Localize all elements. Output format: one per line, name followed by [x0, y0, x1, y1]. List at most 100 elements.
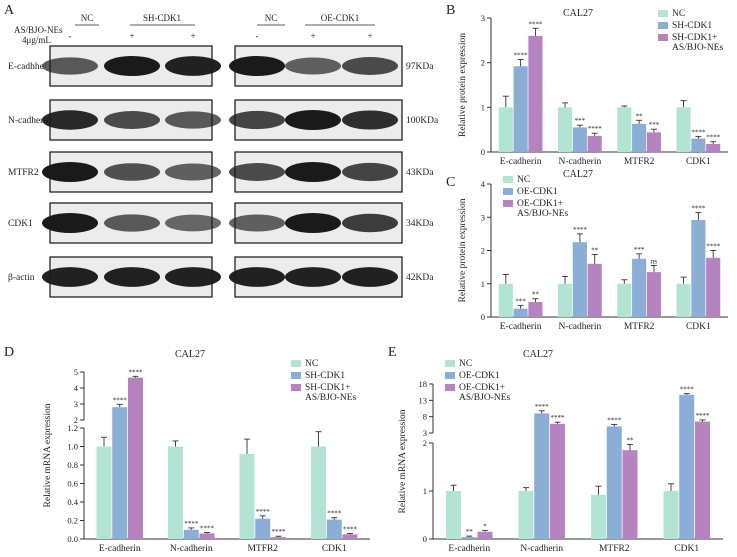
legend-label: NC — [459, 359, 472, 369]
blot-band — [104, 267, 160, 287]
bar — [96, 446, 112, 539]
y-tick-label: 2 — [423, 438, 427, 448]
blot-band — [229, 110, 285, 130]
significance-label: ** — [466, 528, 474, 536]
significance-label: **** — [573, 226, 588, 234]
bar — [617, 283, 632, 317]
bar — [255, 518, 271, 539]
y-tick-label: 2 — [74, 415, 78, 425]
y-tick-label: 3 — [481, 13, 485, 23]
bar — [271, 537, 286, 539]
x-tick-label: N-cadherin — [520, 544, 563, 554]
chart-panel-b: B CAL27 0 1 2 3 Relative protein expression E-c… — [446, 3, 728, 167]
blot-band — [165, 56, 221, 76]
blot-band — [104, 111, 160, 129]
blot-row-label: E-cadhhe — [8, 62, 44, 72]
x-tick-label: MTFR2 — [599, 544, 630, 554]
blot-band — [285, 110, 341, 130]
y-tick-label: 0.2 — [67, 516, 78, 526]
bar — [558, 107, 573, 152]
chart-title: CAL27 — [523, 349, 553, 360]
y-tick-label: 13 — [419, 395, 428, 405]
x-tick-label: MTFR2 — [624, 157, 655, 167]
blot-band — [285, 213, 341, 233]
lane-sign: + — [190, 31, 195, 41]
blot-row-label: β-actin — [8, 273, 35, 283]
significance-label: ns — [651, 257, 658, 265]
legend-label: AS/BJO-NEs — [672, 43, 724, 53]
significance-label: *** — [575, 117, 586, 125]
bar — [691, 138, 706, 152]
y-tick-label: 2 — [481, 246, 485, 256]
legend-label: OE-CDK1 — [459, 371, 500, 381]
y-tick-label: 0 — [481, 312, 485, 322]
legend-swatch — [503, 176, 513, 183]
bar — [239, 453, 255, 539]
blot-band — [165, 163, 221, 181]
significance-label: **** — [706, 243, 721, 251]
significance-label: **** — [588, 125, 603, 133]
bar — [587, 135, 602, 152]
bar — [622, 450, 638, 539]
left-group-sh: SH-CDK1 — [143, 13, 181, 23]
x-tick-label: E-cadherin — [500, 157, 542, 167]
significance-label: **** — [607, 417, 622, 425]
blot-band — [285, 267, 341, 287]
panel-letter-b: B — [446, 3, 455, 18]
x-tick-label: E-cadherin — [99, 544, 141, 554]
bar — [528, 302, 543, 317]
lane-sign: + — [310, 31, 315, 41]
y-tick-label: 2 — [481, 58, 485, 68]
x-tick-label: CDK1 — [686, 157, 711, 167]
bar — [646, 272, 661, 317]
y-axis-label: Relative protein expression — [458, 198, 468, 302]
legend-swatch — [445, 372, 455, 379]
legend-label: SH-CDK1 — [672, 21, 712, 31]
y-tick-label: 8 — [423, 412, 427, 422]
lane-sign: - — [69, 31, 72, 41]
y-tick-label: 3 — [423, 428, 427, 438]
legend-swatch — [503, 188, 513, 195]
significance-label: **** — [691, 128, 706, 136]
x-tick-label: E-cadherin — [448, 544, 490, 554]
blot-kda-label: 34KDa — [406, 219, 434, 229]
y-tick-label: 0.4 — [67, 497, 78, 507]
y-tick-label: 0 — [423, 534, 427, 544]
x-tick-label: N-cadherin — [559, 157, 602, 167]
panel-letter-d: D — [4, 345, 14, 360]
bar — [558, 283, 573, 317]
significance-label: **** — [680, 386, 695, 394]
bar — [311, 446, 326, 539]
blot-band — [342, 162, 398, 182]
bar — [446, 491, 461, 539]
legend-swatch — [291, 384, 301, 391]
bar — [676, 283, 691, 317]
right-group-oe: OE-CDK1 — [321, 13, 360, 23]
y-tick-label: 4 — [74, 383, 79, 393]
bar — [691, 219, 706, 317]
bar — [513, 308, 528, 317]
significance-label: **** — [113, 396, 128, 404]
legend-label: NC — [672, 9, 685, 19]
significance-label: **** — [272, 528, 287, 536]
significance-label: **** — [184, 520, 199, 528]
blot-band — [342, 267, 398, 287]
blot-band — [342, 213, 398, 233]
significance-label: ** — [591, 246, 599, 254]
y-tick-label: 0 — [481, 147, 485, 157]
lane-sign: + — [129, 31, 134, 41]
y-tick-label: 1.0 — [67, 442, 78, 452]
blot-band — [42, 213, 98, 233]
bar — [617, 107, 632, 152]
bar — [591, 494, 606, 539]
legend-swatch — [445, 360, 455, 367]
legend-swatch — [291, 360, 301, 367]
legend-swatch — [658, 22, 668, 29]
treatment-label: AS/BJO-NEs — [14, 25, 63, 35]
lane-sign: + — [367, 31, 372, 41]
blot-band — [229, 56, 285, 76]
chart-title: CAL27 — [563, 8, 593, 19]
y-tick-label: 3 — [481, 212, 485, 222]
y-tick-label: 0.6 — [67, 479, 78, 489]
x-tick-label: CDK1 — [674, 544, 699, 554]
